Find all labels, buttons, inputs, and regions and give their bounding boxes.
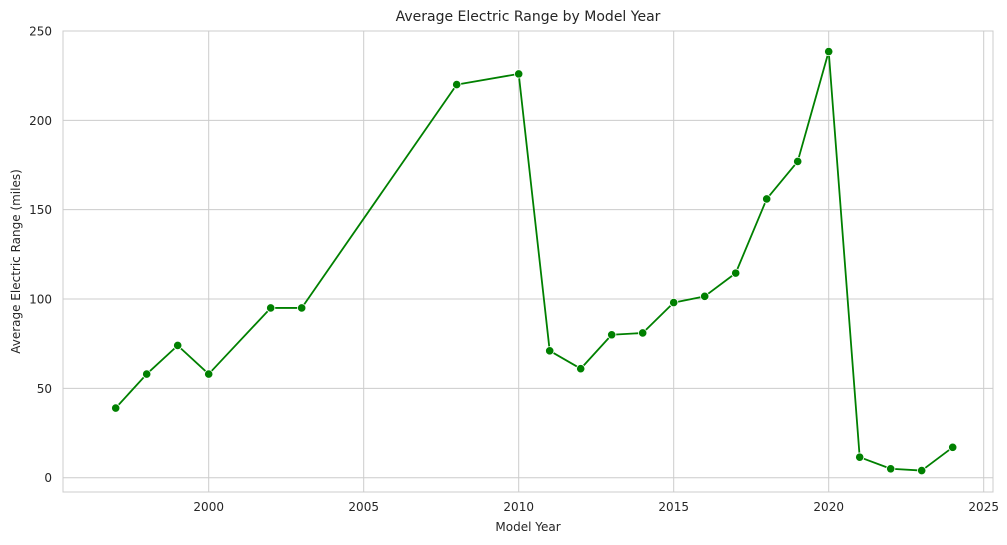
data-point (545, 346, 555, 356)
tick-labels: 2000 2005 2010 2015 2020 2025 0 50 100 150 200 250 (29, 25, 999, 515)
series-layer (111, 46, 958, 476)
data-point (576, 364, 586, 374)
data-point (762, 194, 772, 204)
data-point (731, 268, 741, 278)
data-point (173, 340, 183, 351)
data-point (824, 46, 834, 57)
x-tick-label: 2000 (193, 500, 224, 514)
data-point (514, 69, 524, 79)
y-tick-label: 50 (37, 382, 52, 396)
data-point (669, 297, 679, 308)
x-tick-label: 2015 (658, 500, 689, 514)
data-point (917, 465, 927, 476)
x-axis-label: Model Year (495, 520, 560, 534)
data-point (607, 330, 617, 340)
y-axis-label: Average Electric Range (miles) (9, 169, 23, 354)
data-point (793, 156, 803, 167)
y-tick-label: 0 (44, 471, 52, 485)
x-tick-label: 2010 (503, 500, 534, 514)
y-tick-label: 100 (29, 293, 52, 307)
data-point (111, 403, 121, 413)
data-point (886, 464, 896, 474)
data-point (948, 442, 958, 452)
data-point (638, 328, 648, 338)
data-point (266, 303, 276, 313)
data-point (855, 452, 865, 462)
y-tick-label: 250 (29, 25, 52, 39)
data-point (452, 80, 462, 90)
plot-area-frame (62, 30, 994, 493)
data-point (204, 369, 214, 379)
data-point (700, 291, 710, 301)
x-tick-label: 2005 (348, 500, 379, 514)
grid-lines (63, 30, 993, 492)
data-point (142, 369, 152, 379)
series-line (115, 50, 954, 472)
y-tick-label: 200 (29, 114, 52, 128)
x-tick-label: 2020 (813, 500, 844, 514)
x-tick-label: 2025 (968, 500, 999, 514)
data-point (297, 303, 307, 313)
y-tick-label: 150 (29, 203, 52, 217)
chart-title: Average Electric Range by Model Year (396, 9, 661, 25)
